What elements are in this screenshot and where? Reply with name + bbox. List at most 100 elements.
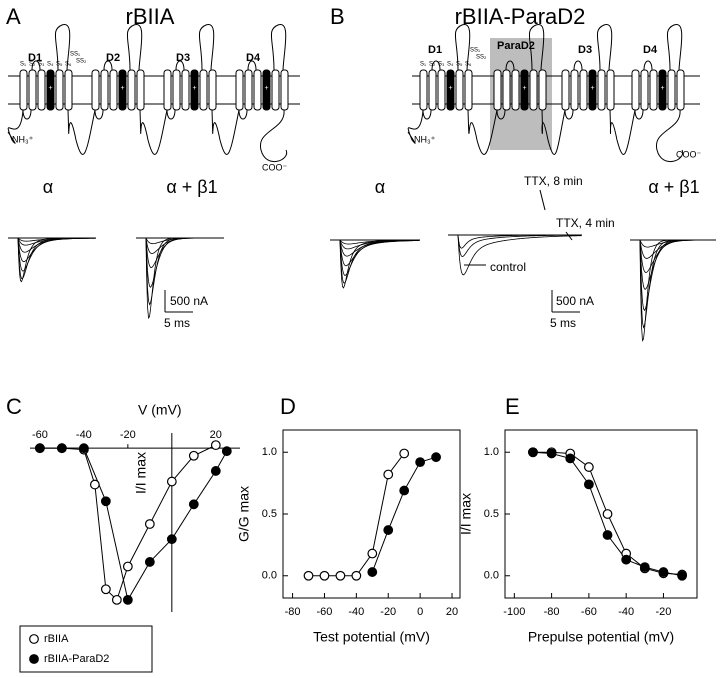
trace-label: α bbox=[375, 177, 385, 197]
charge: + bbox=[661, 85, 665, 92]
segment bbox=[271, 69, 280, 111]
linker bbox=[67, 109, 96, 155]
y-tick-label: 1.0 bbox=[484, 446, 499, 458]
loop bbox=[247, 60, 257, 71]
loop bbox=[634, 109, 644, 120]
segment bbox=[446, 69, 455, 111]
segment bbox=[676, 69, 685, 111]
panel-letter: C bbox=[6, 394, 22, 419]
segment bbox=[437, 69, 446, 111]
pointer bbox=[539, 189, 546, 211]
data-point bbox=[56, 443, 67, 454]
x-tick-label: -40 bbox=[618, 606, 634, 618]
segment bbox=[190, 69, 199, 111]
data-point bbox=[639, 562, 650, 573]
x-tick-label: -40 bbox=[348, 606, 364, 618]
trace-annotation: control bbox=[490, 260, 526, 274]
segment-label: S₅ bbox=[56, 62, 63, 68]
data-point bbox=[565, 453, 576, 464]
segment bbox=[502, 69, 511, 111]
panel-letter: A bbox=[6, 4, 21, 29]
x-tick-label: -20 bbox=[655, 606, 671, 618]
terminus-label: COO⁻ bbox=[676, 149, 702, 159]
data-point bbox=[319, 570, 330, 581]
loop bbox=[31, 60, 41, 71]
pore-loop-label: SS₁ bbox=[470, 48, 480, 54]
data-point bbox=[546, 448, 557, 459]
scale-current: 500 nA bbox=[556, 294, 594, 308]
segment bbox=[597, 69, 606, 111]
linker bbox=[211, 109, 240, 155]
data-point bbox=[383, 525, 394, 535]
x-tick-label: 20 bbox=[210, 429, 222, 441]
x-tick-label: -80 bbox=[285, 606, 301, 618]
segment bbox=[658, 69, 667, 111]
y-axis-label: I/I max bbox=[458, 493, 474, 535]
panel-title: rBIIA-ParaD2 bbox=[455, 4, 586, 29]
data-point bbox=[78, 443, 89, 454]
segment-label: S₆ bbox=[465, 62, 472, 68]
data-point bbox=[210, 440, 221, 451]
x-tick-label: -20 bbox=[380, 606, 396, 618]
segment bbox=[649, 69, 658, 111]
charge: + bbox=[265, 85, 269, 92]
panel-title: rBIIA bbox=[126, 4, 175, 29]
x-tick-label: -20 bbox=[120, 429, 136, 441]
segment bbox=[606, 69, 615, 111]
domain-label: D4 bbox=[643, 44, 658, 56]
n-terminus bbox=[407, 109, 424, 144]
segment bbox=[428, 69, 437, 111]
data-point bbox=[144, 519, 155, 529]
segment bbox=[199, 69, 208, 111]
charge: + bbox=[449, 85, 453, 92]
data-point bbox=[351, 570, 362, 581]
domain-label: D3 bbox=[578, 44, 592, 56]
x-axis-label: V (mV) bbox=[138, 402, 182, 418]
segment bbox=[455, 69, 464, 111]
charge: + bbox=[193, 85, 197, 92]
segment bbox=[109, 69, 118, 111]
pore-loop-label: SS₂ bbox=[76, 59, 87, 65]
loop bbox=[166, 109, 176, 120]
data-point bbox=[100, 496, 111, 507]
segment bbox=[19, 69, 28, 111]
segment bbox=[46, 69, 55, 111]
segment bbox=[640, 69, 649, 111]
x-tick-label: -60 bbox=[32, 429, 48, 441]
charge: + bbox=[49, 85, 53, 92]
legend-box bbox=[19, 625, 153, 673]
data-point bbox=[528, 447, 538, 458]
y-tick-label: 0.0 bbox=[484, 570, 499, 582]
panel-letter: E bbox=[505, 394, 520, 419]
data-point bbox=[144, 557, 155, 567]
segment bbox=[667, 69, 676, 111]
domain-label: D2 bbox=[106, 52, 120, 64]
segment bbox=[118, 69, 127, 111]
segment-label: S₄ bbox=[47, 62, 54, 68]
legend-marker bbox=[29, 654, 39, 664]
y-axis-label: I/I max bbox=[133, 452, 149, 494]
trace-annotation: TTX, 8 min bbox=[524, 174, 583, 188]
data-point bbox=[122, 561, 133, 572]
trace bbox=[457, 234, 582, 276]
data-point bbox=[303, 570, 314, 581]
loop bbox=[643, 60, 653, 71]
segment bbox=[579, 69, 588, 111]
segment bbox=[588, 69, 597, 111]
segment-label: S₁ bbox=[20, 62, 26, 68]
scale-time: 5 ms bbox=[164, 316, 190, 330]
pointer bbox=[565, 231, 573, 241]
pore-loop bbox=[666, 24, 683, 71]
segment-label: S₆ bbox=[65, 62, 72, 68]
loop bbox=[505, 60, 515, 71]
y-axis-label: G/G max bbox=[236, 486, 252, 542]
data-point bbox=[210, 466, 221, 476]
data-point bbox=[383, 469, 394, 480]
segment bbox=[163, 69, 172, 111]
trace-label: α + β1 bbox=[648, 177, 699, 197]
fit-line bbox=[39, 447, 228, 602]
data-point bbox=[602, 530, 613, 540]
x-tick-label: 0 bbox=[417, 606, 423, 618]
scale-time: 5 ms bbox=[550, 316, 576, 330]
